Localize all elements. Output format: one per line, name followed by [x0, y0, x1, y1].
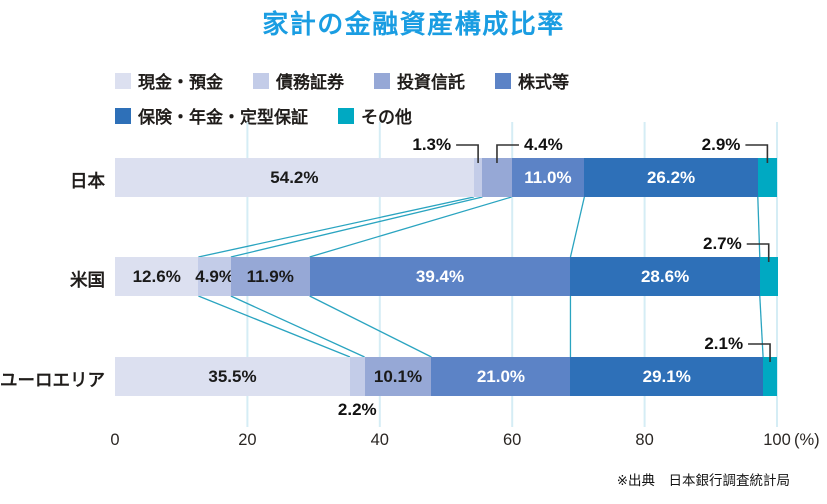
x-axis-tick-label: 60: [503, 431, 522, 449]
chart-title: 家計の金融資産構成比率: [262, 9, 565, 39]
legend-item: 債務証券: [253, 68, 344, 93]
legend-label: その他: [361, 108, 412, 127]
segment-value-label: 54.2%: [270, 167, 319, 187]
bar-segment: 54.2%: [115, 158, 474, 197]
x-axis-tick-label: 0: [110, 431, 120, 449]
bar-segment: 21.0%: [431, 357, 571, 396]
bar-segment: [763, 357, 777, 396]
bar-segment: [473, 158, 483, 197]
segment-value-label: 26.2%: [646, 167, 696, 187]
bar-segment: 12.6%: [115, 257, 199, 296]
legend-item: 株式等: [495, 68, 569, 93]
stacked-bar: 54.2% 11.0% 26.2%: [115, 158, 777, 197]
bar-segment: 26.2%: [584, 158, 758, 197]
source-note: ※出典 日本銀行調査統計局: [616, 473, 790, 488]
legend-item: 現金・預金: [115, 68, 223, 93]
below-value-label: 2.2%: [337, 400, 377, 419]
segment-value-label: 11.0%: [524, 167, 572, 187]
stacked-bar: 35.5% 10.1% 21.0% 29.1%: [115, 357, 777, 396]
legend-item: 投資信託: [374, 68, 465, 93]
callout-value-label: 2.7%: [702, 234, 742, 253]
bar-segment: 11.0%: [511, 158, 585, 197]
segment-value-label: 21.0%: [476, 366, 526, 386]
legend-label: 債務証券: [276, 73, 344, 92]
segment-value-label: 39.4%: [415, 266, 465, 286]
legend-swatch-icon: [253, 72, 269, 89]
legend-label: 現金・預金: [138, 73, 223, 92]
category-label: 米国: [70, 269, 105, 290]
callout-value-label: 2.9%: [701, 135, 741, 154]
bar-segment: [757, 158, 777, 197]
x-axis-tick-label: 80: [635, 431, 654, 449]
legend-label: 投資信託: [397, 73, 465, 92]
legend-swatch-icon: [115, 72, 131, 89]
bar-segment: 10.1%: [364, 357, 432, 396]
segment-value-label: 35.5%: [208, 366, 257, 386]
bar-segment: 39.4%: [309, 257, 571, 296]
legend-label: 保険・年金・定型保証: [138, 108, 308, 127]
category-label: ユーロエリア: [0, 369, 105, 390]
callout-value-label: 1.3%: [412, 135, 452, 154]
category-label: 日本: [70, 170, 105, 191]
legend-row: 現金・預金 債務証券 投資信託 株式等: [115, 68, 569, 93]
x-axis-tick-label: 40: [370, 431, 389, 449]
legend-swatch-icon: [338, 107, 354, 124]
bar-segment: 35.5%: [115, 357, 350, 396]
segment-value-label: 28.6%: [640, 266, 690, 286]
x-axis-tick-label: 100: [763, 431, 791, 449]
legend-label: 株式等: [518, 73, 569, 92]
x-axis-tick-label: 20: [238, 431, 257, 449]
bar-segment: 4.9%: [195, 257, 234, 296]
bar-segment: [350, 357, 365, 396]
legend: 現金・預金 債務証券 投資信託 株式等保険・年金・定型保証 その他: [115, 68, 569, 138]
segment-value-label: 29.1%: [642, 366, 691, 386]
segment-value-label: 4.9%: [195, 266, 234, 286]
legend-item: 保険・年金・定型保証: [115, 103, 308, 128]
callout-value-label: 4.4%: [523, 135, 563, 154]
legend-item: その他: [338, 103, 412, 128]
x-axis-unit-label: (%): [794, 431, 820, 449]
bar-segment: 29.1%: [570, 357, 764, 396]
bar-segment: [482, 158, 512, 197]
bar-segment: 11.9%: [230, 257, 310, 296]
legend-swatch-icon: [115, 107, 131, 124]
segment-value-label: 10.1%: [373, 366, 423, 386]
segment-value-label: 12.6%: [132, 266, 181, 286]
legend-row: 保険・年金・定型保証 その他: [115, 103, 569, 128]
legend-swatch-icon: [374, 72, 390, 89]
legend-swatch-icon: [495, 72, 511, 89]
bar-segment: [759, 257, 778, 296]
callout-value-label: 2.1%: [704, 334, 744, 353]
stacked-bar: 12.6% 4.9% 11.9% 39.4% 28.6%: [115, 257, 778, 296]
bar-segment: 28.6%: [570, 257, 760, 296]
segment-value-label: 11.9%: [246, 266, 294, 286]
